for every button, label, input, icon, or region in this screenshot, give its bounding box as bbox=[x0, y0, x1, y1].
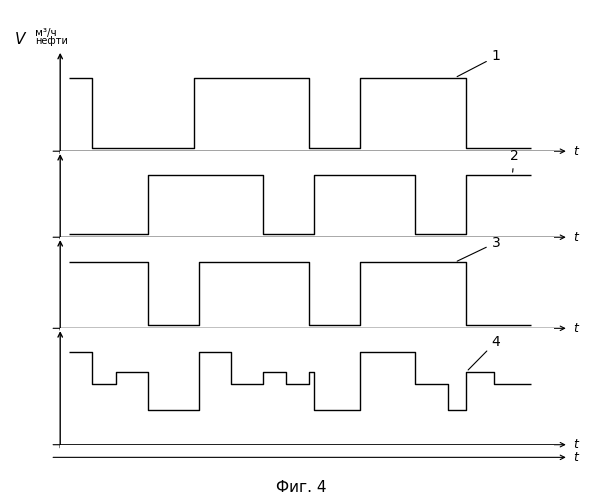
Text: 1: 1 bbox=[457, 50, 500, 76]
Text: t: t bbox=[574, 144, 579, 158]
Text: t: t bbox=[574, 322, 579, 335]
Text: V: V bbox=[15, 32, 25, 48]
Text: t: t bbox=[574, 438, 579, 451]
Text: 3: 3 bbox=[457, 236, 500, 261]
Text: 4: 4 bbox=[468, 335, 500, 370]
Text: нефти: нефти bbox=[35, 36, 68, 46]
Text: t: t bbox=[574, 451, 579, 464]
Text: 2: 2 bbox=[510, 149, 519, 172]
Text: Фиг. 4: Фиг. 4 bbox=[276, 480, 326, 495]
Text: м³/ч: м³/ч bbox=[35, 28, 57, 38]
Text: t: t bbox=[574, 230, 579, 243]
